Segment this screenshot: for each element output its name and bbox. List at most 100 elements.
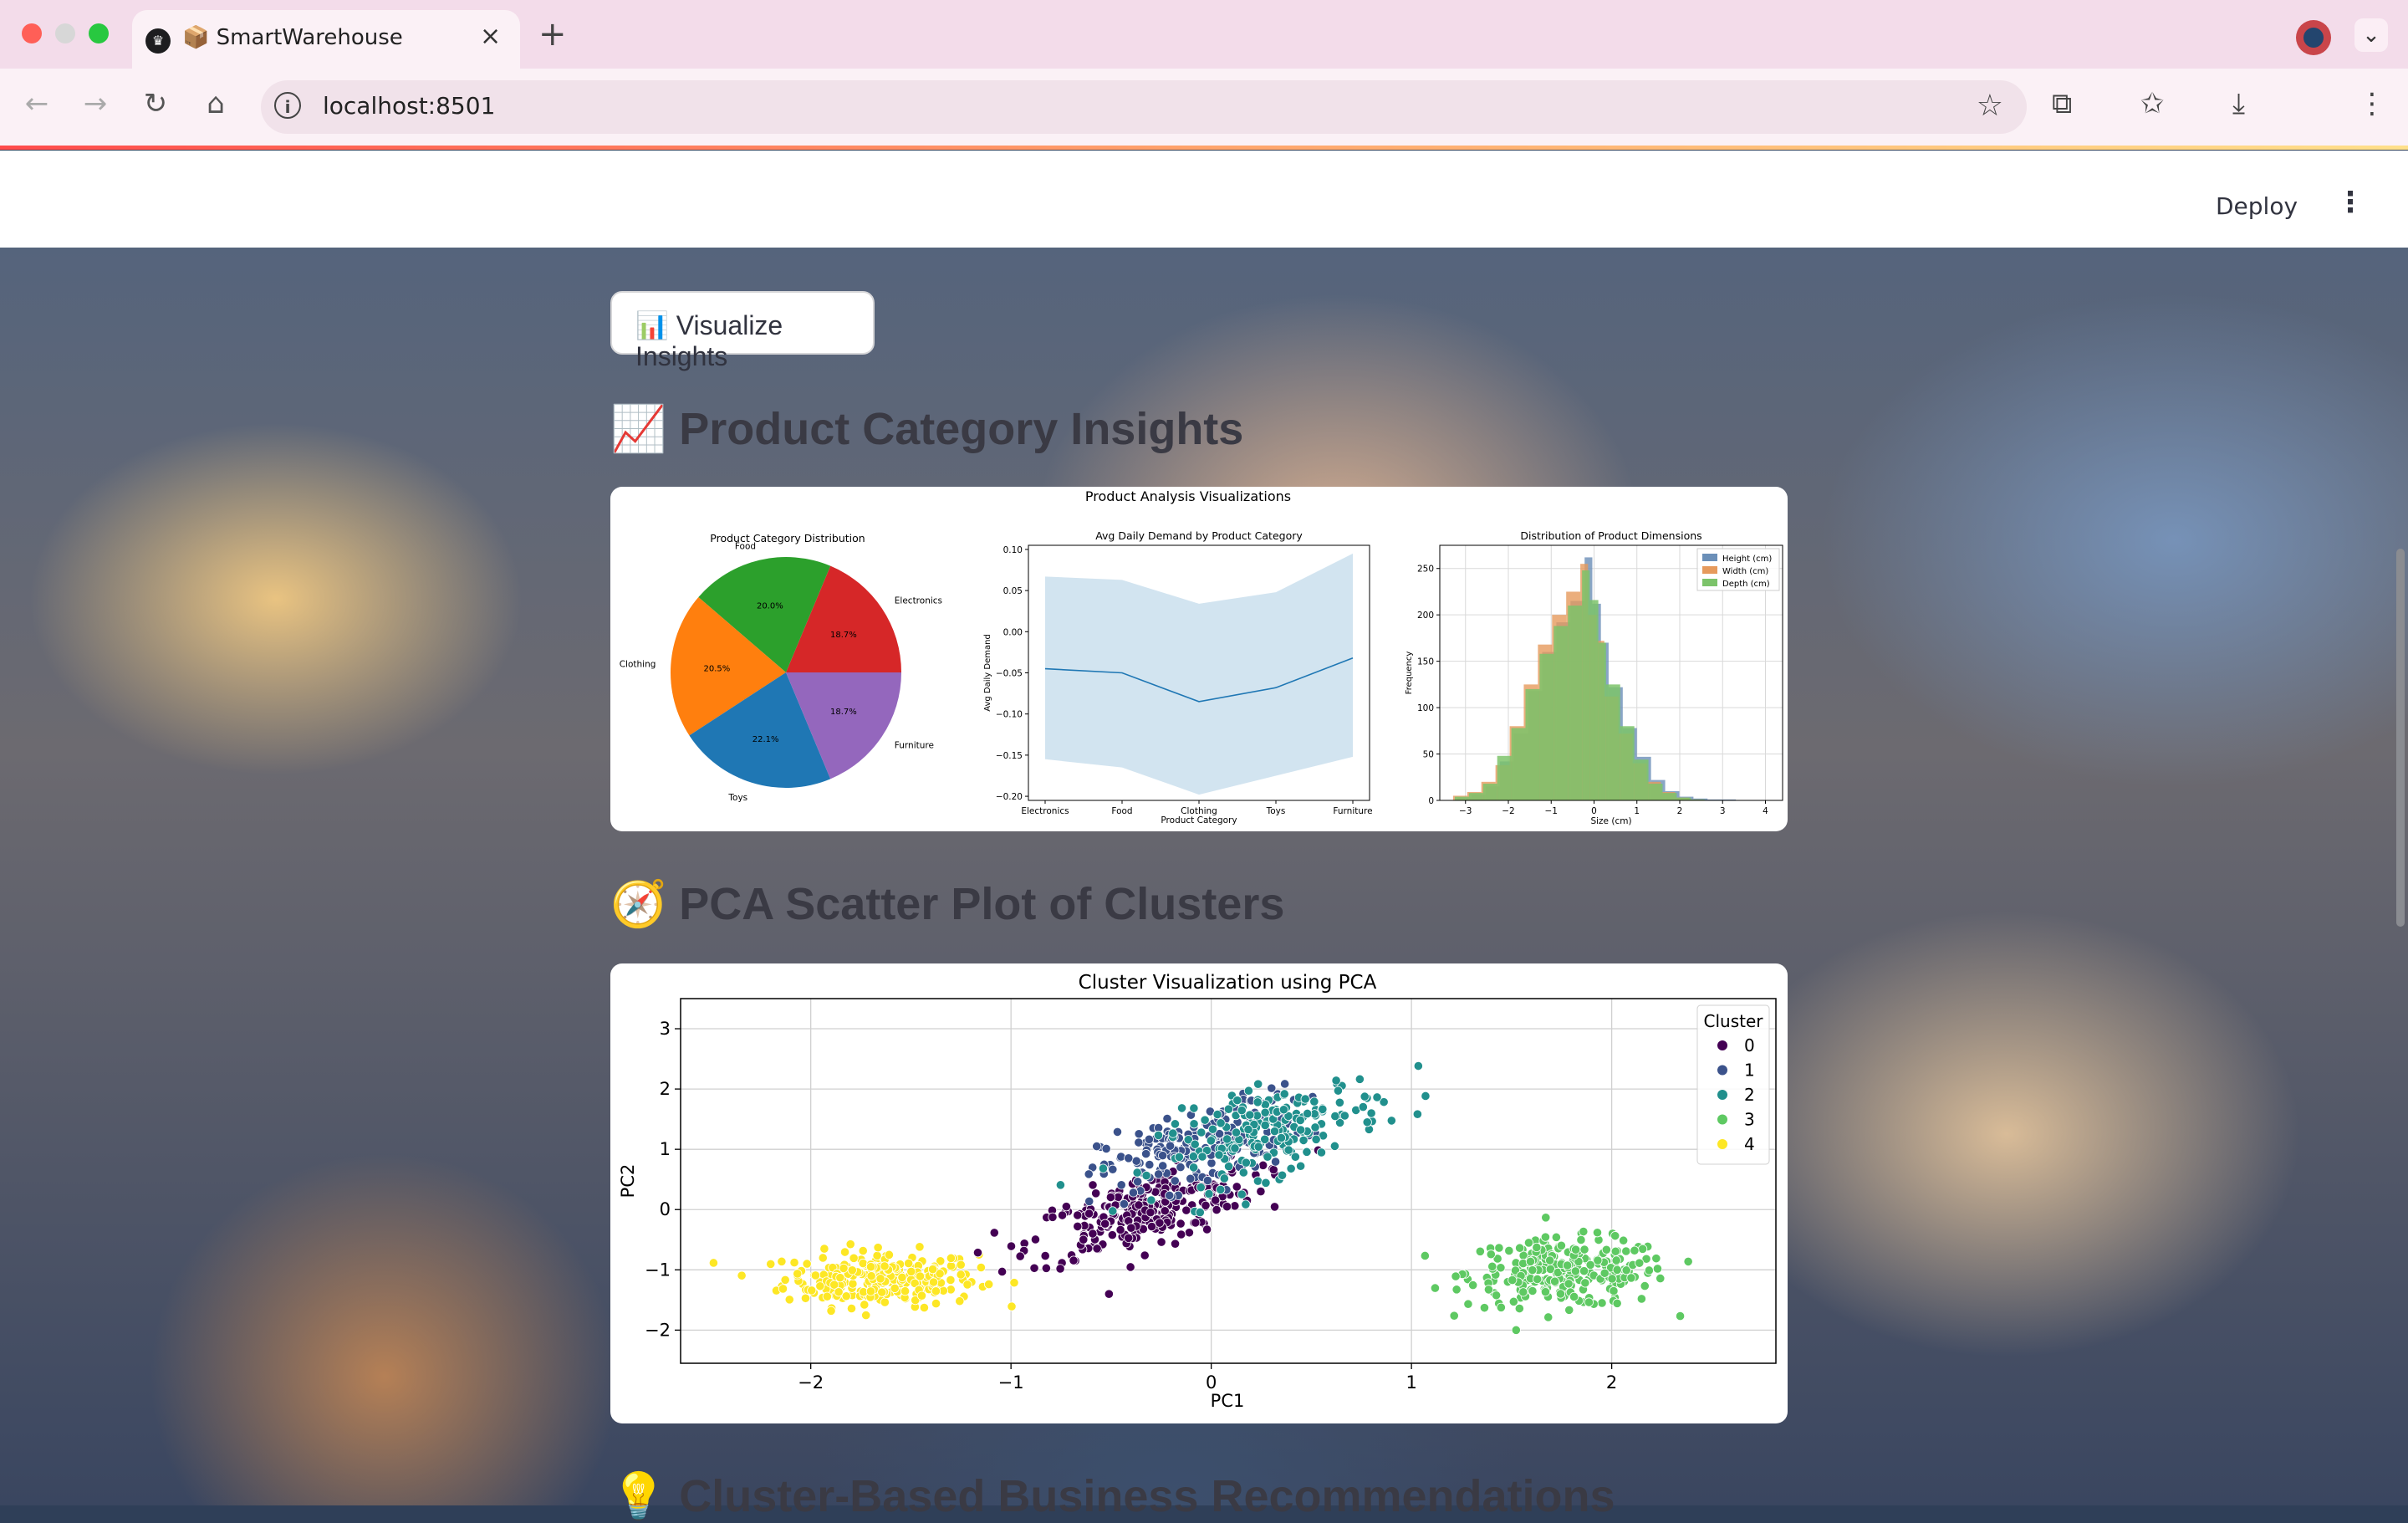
- cluster-4-point: [781, 1275, 789, 1284]
- download-icon[interactable]: ⤓: [2232, 87, 2245, 120]
- site-info-icon[interactable]: i: [274, 92, 301, 119]
- cluster-4-point: [785, 1296, 793, 1304]
- cluster-1-point: [1145, 1160, 1154, 1168]
- cluster-3-point: [1637, 1295, 1645, 1303]
- x-tick-label: 1: [1406, 1372, 1416, 1393]
- cluster-4-point: [956, 1297, 964, 1306]
- cluster-3-point: [1487, 1250, 1495, 1259]
- cluster-1-point: [1133, 1178, 1141, 1186]
- cluster-1-point: [1158, 1162, 1166, 1170]
- close-window-button[interactable]: [22, 23, 42, 43]
- cluster-1-point: [1129, 1188, 1137, 1197]
- cluster-3-point: [1544, 1313, 1553, 1321]
- cluster-0-point: [1074, 1211, 1082, 1219]
- minimize-window-button[interactable]: [55, 23, 75, 43]
- cluster-0-point: [1084, 1209, 1093, 1218]
- app-header: Deploy ⋮: [0, 151, 2408, 248]
- browser-menu-icon[interactable]: ⋮: [2358, 87, 2386, 120]
- bookmark-star-icon[interactable]: ☆: [1977, 89, 2003, 123]
- back-arrow-icon[interactable]: ←: [17, 87, 57, 120]
- cluster-4-point: [866, 1287, 875, 1296]
- cluster-2-point: [1367, 1109, 1375, 1117]
- cluster-2-point: [1310, 1097, 1319, 1106]
- legend-marker: [1717, 1066, 1727, 1076]
- y-tick-label: 150: [1417, 657, 1434, 667]
- cluster-3-point: [1684, 1257, 1692, 1265]
- maximize-window-button[interactable]: [89, 23, 109, 43]
- home-icon[interactable]: ⌂: [196, 87, 236, 120]
- cluster-0-point: [1171, 1239, 1179, 1248]
- cluster-3-point: [1565, 1306, 1574, 1314]
- main-menu-icon[interactable]: ⋮: [2336, 186, 2365, 219]
- cluster-0-point: [1007, 1242, 1015, 1250]
- cluster-0-point: [1147, 1222, 1156, 1230]
- reload-icon[interactable]: ↻: [135, 87, 176, 120]
- url-text[interactable]: localhost:8501: [323, 92, 495, 120]
- cluster-1-point: [1141, 1149, 1150, 1158]
- histogram-bar: [1620, 726, 1635, 800]
- navigation-bar: ← → ↻ ⌂ i localhost:8501 ☆ ⧉ ✩ ⤓ ⋮: [0, 69, 2408, 147]
- cluster-3-point: [1541, 1287, 1549, 1296]
- cluster-3-point: [1533, 1243, 1541, 1251]
- cluster-0-point: [973, 1249, 982, 1257]
- cluster-4-point: [859, 1246, 867, 1255]
- streamlit-running-bar: [0, 146, 2408, 150]
- extensions-puzzle-icon[interactable]: ⧉: [2052, 87, 2072, 120]
- cluster-4-point: [803, 1260, 811, 1268]
- cluster-4-point: [867, 1271, 875, 1280]
- cluster-2-point: [1387, 1117, 1395, 1125]
- tab-search-chevron-icon[interactable]: ⌄: [2354, 18, 2388, 52]
- profile-avatar[interactable]: [2296, 20, 2331, 55]
- deploy-button[interactable]: Deploy: [2216, 192, 2298, 220]
- y-tick-label: 0.10: [1003, 545, 1023, 555]
- y-tick-label: 0.05: [1003, 586, 1023, 596]
- cluster-2-point: [1280, 1090, 1288, 1098]
- pie-category-label: Furniture: [895, 740, 934, 750]
- cluster-0-point: [1125, 1234, 1133, 1242]
- cluster-4-point: [1008, 1302, 1016, 1311]
- cluster-3-point: [1569, 1292, 1578, 1301]
- cluster-0-point: [997, 1267, 1006, 1275]
- cluster-2-point: [1207, 1137, 1215, 1145]
- legend-marker: [1717, 1040, 1727, 1050]
- cluster-3-point: [1533, 1275, 1541, 1283]
- cluster-4-point: [849, 1254, 858, 1262]
- cluster-0-point: [1212, 1205, 1221, 1214]
- cluster-2-point: [1319, 1105, 1327, 1113]
- cluster-3-point: [1613, 1299, 1621, 1307]
- cluster-3-point: [1580, 1245, 1589, 1254]
- cluster-3-point: [1656, 1274, 1665, 1282]
- new-tab-button[interactable]: +: [538, 15, 567, 54]
- cluster-4-point: [859, 1259, 867, 1267]
- cluster-2-point: [1253, 1080, 1262, 1088]
- address-bar[interactable]: i localhost:8501 ☆: [261, 80, 2027, 134]
- cluster-2-point: [1233, 1096, 1242, 1104]
- scatter-title: Cluster Visualization using PCA: [1079, 972, 1377, 994]
- cluster-4-point: [984, 1280, 992, 1288]
- browser-tab[interactable]: ♛ 📦 SmartWarehouse ×: [132, 10, 520, 69]
- cluster-3-point: [1497, 1264, 1505, 1272]
- x-tick-label: −1: [1545, 806, 1558, 816]
- cluster-3-point: [1602, 1245, 1610, 1254]
- cluster-2-point: [1222, 1135, 1231, 1143]
- cluster-2-point: [1232, 1128, 1240, 1137]
- visualize-insights-button[interactable]: 📊 Visualize Insights: [610, 291, 875, 355]
- cluster-2-point: [1205, 1189, 1213, 1198]
- cluster-3-point: [1515, 1304, 1523, 1312]
- legend-marker: [1717, 1090, 1727, 1100]
- cluster-0-point: [1270, 1203, 1278, 1211]
- cluster-1-point: [1158, 1151, 1166, 1159]
- close-tab-icon[interactable]: ×: [480, 22, 501, 51]
- cluster-4-point: [778, 1257, 786, 1265]
- cluster-1-point: [1280, 1080, 1288, 1088]
- forward-arrow-icon[interactable]: →: [75, 87, 115, 120]
- cluster-2-point: [1335, 1098, 1344, 1106]
- page-scrollbar[interactable]: [2396, 549, 2405, 927]
- cluster-3-point: [1579, 1227, 1588, 1235]
- cluster-2-point: [1215, 1151, 1223, 1159]
- cluster-3-point: [1488, 1262, 1497, 1270]
- reading-list-star-icon[interactable]: ✩: [2140, 87, 2165, 120]
- x-tick-label: 0: [1206, 1372, 1217, 1393]
